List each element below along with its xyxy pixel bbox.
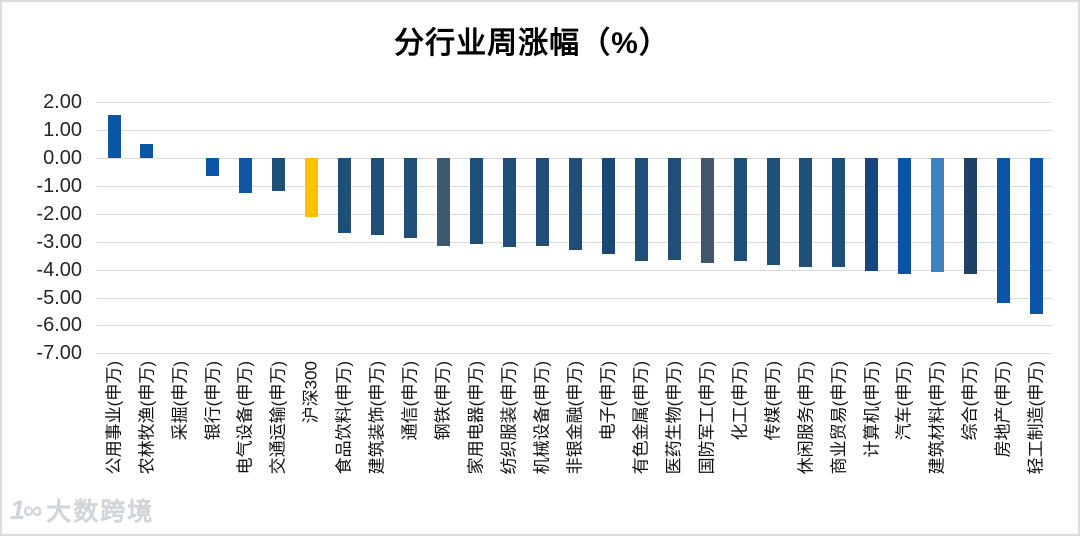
x-axis-label: 传媒(申万) [763,361,782,441]
x-axis-label: 沪深300 [301,361,321,424]
gridline [97,102,1052,104]
x-axis-label: 非银金融(申万) [565,361,585,475]
x-axis-label: 食品饮料(申万) [334,361,354,475]
gridline [97,269,1052,271]
bar-电气设备(申万) [239,158,253,193]
x-axis-label: 纺织服装(申万) [499,361,519,475]
gridline [97,325,1052,327]
x-axis-label: 轻工制造(申万) [1026,361,1046,475]
y-axis-tick-label: -6.00 [36,314,82,337]
gridline [97,297,1052,299]
x-axis-label: 国防军工(申万) [697,361,717,475]
x-axis-label: 建筑材料(申万) [927,361,947,475]
bar-综合(申万) [964,158,978,274]
bar-计算机(申万) [865,158,879,271]
bar-非银金融(申万) [568,158,582,251]
bar-轻工制造(申万) [1030,158,1044,315]
x-axis-label: 汽车(申万) [894,361,914,441]
bar-休闲服务(申万) [799,158,813,267]
bar-通信(申万) [404,158,418,238]
bar-银行(申万) [206,158,220,177]
x-axis-label: 机械设备(申万) [532,361,552,475]
y-axis-tick-label: -7.00 [36,342,82,365]
x-axis-label: 房地产(申万) [993,361,1013,458]
y-axis-tick-label: 0.00 [43,147,82,169]
bar-建筑材料(申万) [931,158,945,273]
x-axis-label: 通信(申万) [400,361,420,441]
y-axis-tick-label: 2.00 [43,91,82,114]
y-axis-tick-label: -1.00 [36,174,82,197]
bar-家用电器(申万) [469,158,483,245]
y-axis-tick-label: 1.00 [43,119,82,142]
watermark: 1∞ 大数跨境 [10,492,154,528]
bar-机械设备(申万) [535,158,549,246]
x-axis-label: 家用电器(申万) [466,361,486,475]
x-axis-label: 商业贸易(申万) [828,361,848,475]
y-axis-tick-label: -2.00 [36,202,82,225]
bar-建筑装饰(申万) [371,158,385,235]
x-axis-label: 综合(申万) [960,361,980,441]
watermark-text: 大数跨境 [46,498,155,526]
y-axis-tick-label: -4.00 [36,258,82,281]
chart-title: 分行业周涨幅（%） [394,27,670,60]
gridline [97,130,1052,132]
x-axis-label: 交通运输(申万) [268,361,288,475]
x-axis-label: 电子(申万) [598,361,618,441]
dashu-logo-icon: 1∞ [10,494,42,525]
bar-钢铁(申万) [437,158,450,246]
bar-纺织服装(申万) [502,158,516,248]
gridline [97,353,1052,355]
bar-传媒(申万) [766,158,780,266]
y-axis-tick-label: -5.00 [36,286,82,309]
bar-沪深300 [305,158,319,217]
bar-农林牧渔(申万) [140,144,154,158]
x-axis-label: 计算机(申万) [861,361,881,458]
bar-汽车(申万) [898,158,912,274]
bar-有色金属(申万) [634,158,648,262]
bar-电子(申万) [601,158,615,255]
x-axis-label: 医药生物(申万) [664,361,684,475]
bar-商业贸易(申万) [832,158,846,267]
bar-医药生物(申万) [667,158,681,260]
bar-化工(申万) [733,158,747,262]
x-axis-label: 电气设备(申万) [235,361,255,475]
bar-交通运输(申万) [272,158,286,192]
x-axis-label: 化工(申万) [730,361,750,441]
bar-食品饮料(申万) [338,158,352,234]
x-axis-label: 银行(申万) [202,361,222,441]
y-axis-tick-label: -3.00 [36,230,82,253]
x-axis-label: 有色金属(申万) [631,361,651,475]
bar-公用事业(申万) [107,114,121,158]
x-axis-label: 休闲服务(申万) [795,361,815,475]
x-axis-label: 钢铁(申万) [433,361,453,441]
bar-房地产(申万) [997,158,1011,304]
bar-国防军工(申万) [700,158,714,263]
x-axis-label: 建筑装饰(申万) [367,361,387,475]
